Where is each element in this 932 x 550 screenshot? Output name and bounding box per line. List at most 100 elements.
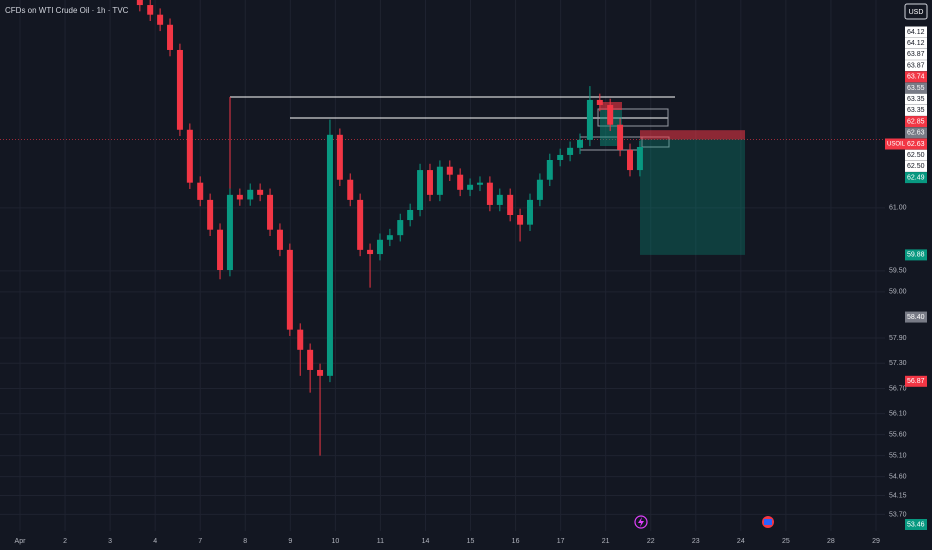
price-badge (905, 519, 927, 531)
y-tick-label: 56.70 (889, 385, 907, 392)
x-tick-label: 15 (467, 538, 475, 545)
x-tick-label: 16 (512, 538, 520, 545)
y-tick-label: 53.70 (889, 511, 907, 518)
x-tick-label: 22 (647, 538, 655, 545)
candle-body (336, 134, 343, 180)
zone-box (597, 108, 669, 127)
y-tick-label: 55.10 (889, 452, 907, 459)
price-label-bg (905, 172, 927, 184)
price-label: 63.35 (907, 96, 925, 103)
y-tick-label: 54.15 (889, 492, 907, 499)
currency[interactable]: USD (909, 9, 924, 16)
y-tick-label: 57.90 (889, 335, 907, 342)
price-badge-label: 58.40 (907, 314, 925, 321)
price-badge-label: 59.88 (907, 252, 925, 259)
candle-body (326, 134, 333, 376)
candle-body (397, 220, 404, 236)
y-tick-label: 61.00 (889, 205, 907, 212)
x-tick-label: 25 (782, 538, 790, 545)
candle-body (546, 159, 553, 180)
symbol-tag (885, 138, 905, 150)
candle-body (357, 199, 364, 250)
candle-body (446, 166, 453, 175)
price-label-bg (905, 48, 927, 60)
price-badge (905, 375, 927, 387)
price-badge-label: 53.46 (907, 521, 925, 528)
x-tick-label: 2 (63, 538, 67, 545)
candle-body (307, 349, 314, 370)
candle-body (136, 0, 143, 6)
candle-body (536, 179, 543, 200)
candle-body (636, 146, 643, 171)
price-label: 63.35 (907, 107, 925, 114)
position-tool (640, 130, 745, 255)
price-label-bg (905, 160, 927, 172)
grid (0, 0, 885, 531)
price-label-bg (905, 60, 927, 72)
x-tick-label: 14 (422, 538, 430, 545)
price-label: 63.87 (907, 51, 925, 58)
candle-body (297, 329, 304, 350)
symbol-label: USOIL (887, 142, 906, 148)
price-label-bg (905, 71, 927, 83)
candles (136, 0, 643, 456)
candle-body (436, 166, 443, 195)
price-label: 63.74 (907, 74, 925, 81)
x-tick-label: 3 (108, 538, 112, 545)
price-badge (905, 311, 927, 323)
x-tick-label: 9 (288, 538, 292, 545)
price-label: 63.87 (907, 62, 925, 69)
candle-body (596, 99, 603, 105)
candle-body (496, 194, 503, 205)
candle-body (207, 199, 214, 230)
candle-body (147, 5, 154, 15)
candle-body (376, 239, 383, 255)
price-label-bg (905, 93, 927, 105)
candle-body (217, 229, 224, 271)
candle-body (517, 215, 524, 225)
candle-body (557, 154, 564, 160)
price-label: 64.12 (907, 29, 925, 36)
y-tick-label: 54.60 (889, 473, 907, 480)
x-tick-label: 17 (557, 538, 565, 545)
mini-position (600, 110, 622, 146)
x-tick-label: 4 (153, 538, 157, 545)
candle-body (576, 139, 583, 148)
x-tick-label: 23 (692, 538, 700, 545)
x-tick-label: 29 (872, 538, 880, 545)
candle-body (257, 189, 264, 195)
candle-body (507, 194, 514, 216)
price-label: 63.55 (907, 85, 925, 92)
y-tick-label: 59.50 (889, 268, 907, 275)
candle-body (286, 249, 293, 330)
candle-body (367, 249, 374, 255)
price-label-bg (905, 82, 927, 94)
candle-body (426, 170, 433, 195)
candle-body (186, 129, 193, 183)
candle-body (247, 189, 254, 200)
candle-body (236, 194, 243, 200)
x-tick-label: 8 (243, 538, 247, 545)
x-tick-label: 11 (377, 538, 384, 545)
candle-body (567, 147, 574, 155)
price-label: 62.63 (907, 130, 925, 137)
price-label-bg (905, 104, 927, 116)
currency-box[interactable] (904, 3, 928, 20)
y-tick-label: 56.10 (889, 410, 907, 417)
x-tick-label: 21 (602, 538, 610, 545)
stop-zone (640, 130, 745, 140)
event-icon[interactable] (634, 515, 648, 529)
target-zone (640, 139, 745, 255)
candle-body (386, 235, 393, 240)
price-label-bg (905, 149, 927, 161)
price-label-bg (905, 116, 927, 128)
candle-body (226, 194, 233, 271)
candle-body (176, 49, 183, 130)
y-tick-label: 59.00 (889, 289, 907, 296)
price-label: 64.12 (907, 40, 925, 47)
event-icon-bolt (638, 517, 644, 527)
price-label: 62.49 (907, 174, 925, 181)
